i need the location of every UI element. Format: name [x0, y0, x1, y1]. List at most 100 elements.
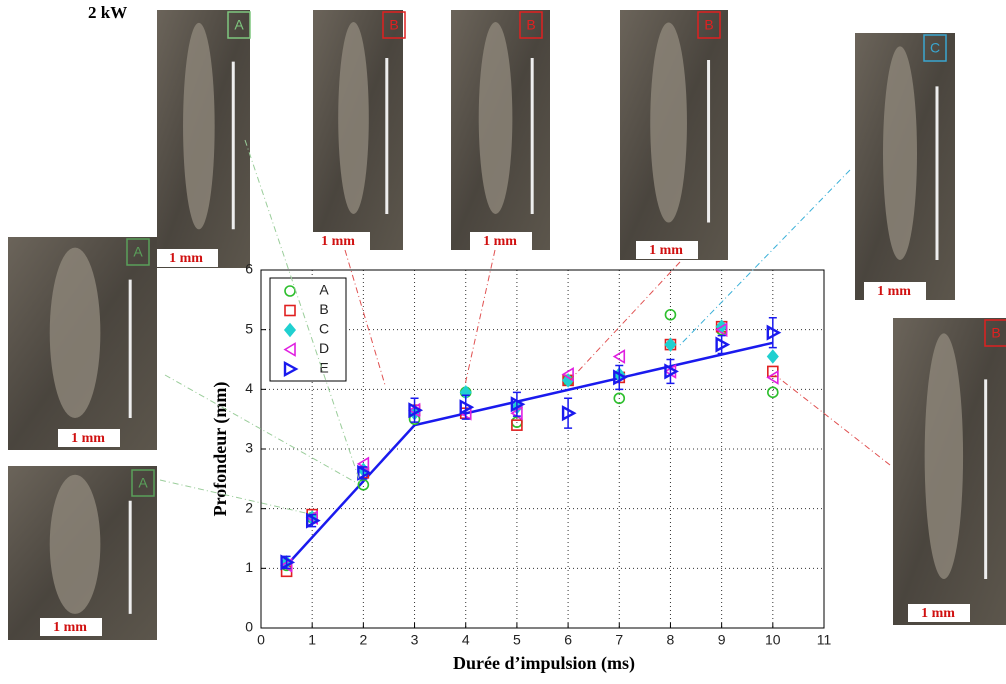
- error-bar: [410, 397, 419, 423]
- error-bar: [615, 364, 624, 391]
- inset-scale-label: 1 mm: [53, 620, 87, 635]
- inset-letter-box: [126, 238, 150, 266]
- inset-letter-box: [519, 11, 543, 39]
- point: [511, 419, 523, 431]
- inset-scale-box: [156, 249, 218, 267]
- point: [305, 512, 321, 529]
- leader-line: [679, 169, 851, 346]
- legend-label: D: [319, 340, 329, 356]
- x-tick-label: 2: [359, 632, 367, 648]
- inset-weld: [883, 46, 917, 260]
- error-bar: [461, 394, 470, 420]
- inset-scale-box: [908, 604, 970, 622]
- legend-label: C: [319, 321, 329, 337]
- point: [664, 308, 677, 321]
- point: [357, 478, 370, 491]
- inset-scale-label: 1 mm: [877, 284, 911, 299]
- point: [664, 337, 677, 352]
- leader-line: [244, 139, 361, 483]
- inset: A 1 mm: [8, 466, 157, 640]
- inset: C 1 mm: [855, 33, 955, 300]
- leader-line: [164, 374, 356, 483]
- inset-scale-box: [40, 618, 102, 636]
- inset-weld: [338, 22, 369, 214]
- inset-letter-box: [923, 34, 947, 62]
- point: [510, 396, 526, 413]
- x-tick-label: 4: [462, 632, 470, 648]
- inset: B 1 mm: [451, 10, 550, 250]
- inset-scale-box: [636, 241, 698, 259]
- inset-scale-label: 1 mm: [921, 606, 955, 621]
- inset-scale-label: 1 mm: [321, 234, 355, 249]
- x-tick-label: 5: [513, 632, 521, 648]
- series: [280, 316, 782, 571]
- point: [613, 392, 626, 405]
- y-tick-label: 0: [245, 619, 253, 635]
- inset-scale-label: 1 mm: [483, 234, 517, 249]
- point: [715, 336, 731, 353]
- point: [767, 386, 779, 399]
- legend-box: [269, 277, 347, 382]
- error-bar: [512, 391, 521, 417]
- plot-frame: [260, 269, 825, 629]
- inset-letter: B: [526, 17, 535, 33]
- x-axis-label: Durée d’impulsion (ms): [453, 653, 635, 674]
- x-tick-label: 0: [257, 632, 265, 648]
- x-tick-label: 8: [667, 632, 675, 648]
- inset: A 1 mm: [156, 10, 251, 268]
- caption: 2 kW: [88, 3, 127, 22]
- inset: B 1 mm: [308, 10, 406, 250]
- leader-line: [569, 261, 681, 381]
- inset-weld: [650, 22, 687, 223]
- x-tick-label: 1: [308, 632, 316, 648]
- inset-weld: [49, 247, 101, 419]
- point: [612, 349, 626, 364]
- point: [408, 402, 424, 419]
- inset-scale-box: [308, 232, 370, 250]
- y-tick-label: 6: [245, 261, 253, 277]
- x-tick-label: 9: [718, 632, 726, 648]
- inset: A 1 mm: [8, 237, 157, 450]
- inset-letter: B: [704, 17, 713, 33]
- inset-letter-box: [984, 319, 1006, 347]
- error-bar: [768, 316, 777, 349]
- inset-weld: [924, 333, 964, 579]
- x-tick-label: 10: [765, 632, 781, 648]
- inset-scale-box: [470, 232, 532, 250]
- inset-letter-box: [131, 469, 155, 497]
- inset-weld: [478, 22, 513, 214]
- inset-letter: A: [138, 475, 148, 491]
- inset-letter: A: [234, 17, 244, 33]
- x-tick-label: 6: [564, 632, 572, 648]
- point: [766, 349, 779, 364]
- point: [561, 405, 577, 422]
- x-tick-label: 11: [817, 632, 832, 648]
- y-tick-label: 1: [245, 559, 253, 575]
- y-axis-label: Profondeur (mm): [210, 382, 231, 517]
- legend-label: E: [319, 360, 328, 376]
- inset-letter: A: [133, 244, 143, 260]
- point: [561, 367, 574, 382]
- legend-marker: [283, 360, 299, 378]
- legend-marker: [283, 322, 297, 338]
- point: [280, 554, 296, 571]
- y-tick-label: 2: [245, 499, 253, 515]
- error-bar: [666, 358, 675, 385]
- point: [766, 324, 782, 341]
- y-tick-label: 5: [245, 320, 253, 336]
- inset-scale-box: [864, 282, 926, 300]
- y-tick-label: 3: [245, 440, 253, 456]
- x-tick-label: 3: [411, 632, 419, 648]
- inset-letter: B: [991, 325, 1000, 341]
- inset-letter: C: [930, 40, 940, 56]
- inset: B 1 mm: [620, 10, 728, 260]
- point: [715, 322, 728, 338]
- y-tick-label: 4: [245, 380, 253, 396]
- inset-letter-box: [697, 11, 721, 39]
- inset-letter-box: [382, 11, 406, 39]
- legend-marker: [284, 285, 296, 297]
- leader-line: [344, 249, 386, 386]
- point: [459, 399, 475, 416]
